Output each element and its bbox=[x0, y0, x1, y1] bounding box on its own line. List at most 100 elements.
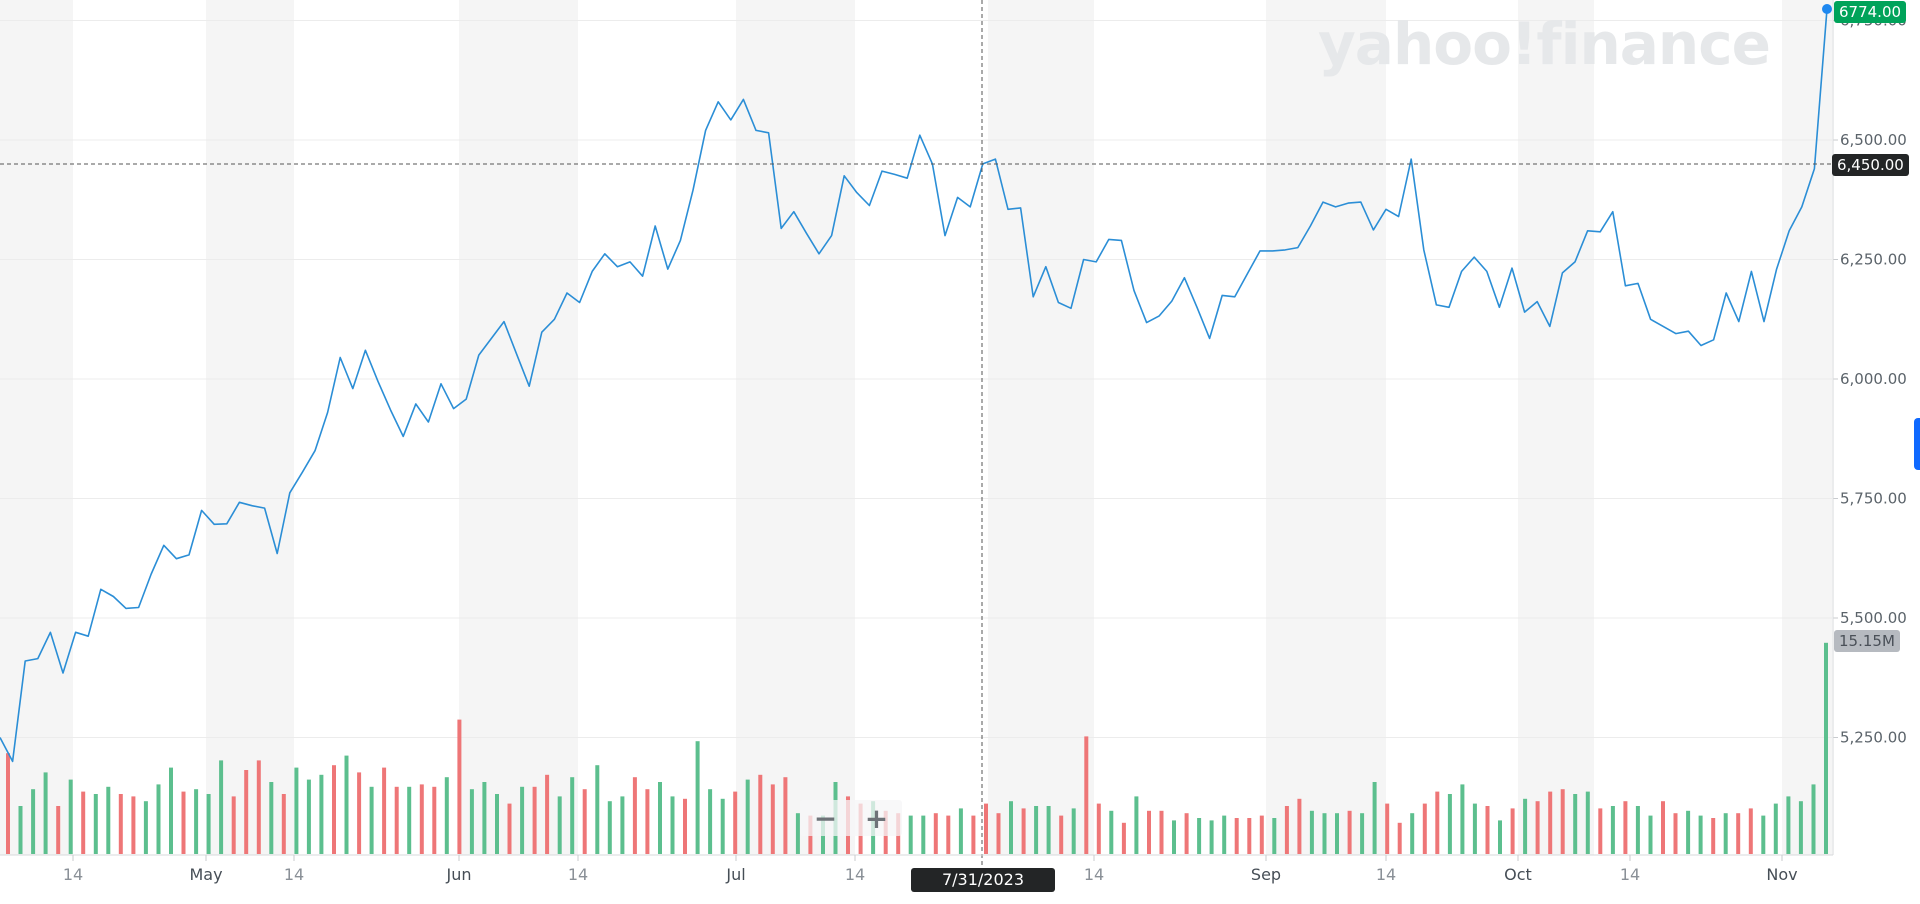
volume-bar bbox=[1523, 798, 1528, 854]
x-tick-label: 14 bbox=[845, 865, 865, 884]
volume-bar bbox=[1247, 818, 1252, 854]
x-tick-label: Sep bbox=[1251, 865, 1281, 884]
side-panel-tab[interactable] bbox=[1914, 418, 1920, 470]
volume-bar bbox=[1711, 818, 1716, 854]
volume-bar bbox=[181, 791, 186, 854]
volume-bar bbox=[984, 803, 988, 854]
volume-bar bbox=[1598, 808, 1603, 854]
y-tick-label: 6,500.00 bbox=[1840, 131, 1907, 149]
volume-bar bbox=[344, 755, 349, 854]
volume-bar bbox=[733, 791, 738, 854]
volume-bar bbox=[169, 767, 173, 854]
volume-bar bbox=[1159, 810, 1164, 854]
volume-bar bbox=[131, 796, 136, 854]
volume-bar bbox=[632, 777, 637, 854]
volume-bar bbox=[1661, 801, 1665, 854]
volume-bar bbox=[1046, 806, 1051, 854]
volume-bar bbox=[1610, 806, 1615, 854]
volume-bar bbox=[645, 789, 650, 854]
volume-bar bbox=[81, 791, 86, 854]
volume-bar bbox=[1172, 820, 1176, 854]
volume-bar bbox=[996, 813, 1001, 854]
volume-bar bbox=[570, 777, 575, 854]
volume-bar bbox=[357, 772, 362, 854]
x-tick-label: 14 bbox=[1620, 865, 1640, 884]
volume-bar bbox=[31, 789, 36, 854]
volume-bar bbox=[68, 779, 73, 854]
volume-bar bbox=[1460, 784, 1465, 854]
volume-bar bbox=[319, 774, 324, 854]
volume-bar bbox=[469, 789, 474, 854]
volume-bar bbox=[1510, 808, 1515, 854]
volume-bar bbox=[269, 782, 274, 854]
volume-bar bbox=[607, 801, 612, 854]
volume-bar bbox=[1147, 810, 1151, 854]
volume-bar bbox=[783, 777, 788, 854]
volume-bar bbox=[745, 779, 750, 854]
volume-bar bbox=[1059, 815, 1064, 854]
volume-bar bbox=[419, 784, 424, 854]
volume-bar bbox=[382, 767, 387, 854]
volume-bar bbox=[432, 786, 437, 854]
volume-bar bbox=[369, 786, 374, 854]
volume-bar bbox=[444, 777, 449, 854]
y-tick-label: 6,000.00 bbox=[1840, 370, 1907, 388]
y-tick-label: 5,250.00 bbox=[1840, 729, 1907, 747]
volume-bar bbox=[1297, 798, 1302, 854]
volume-bar bbox=[507, 803, 512, 854]
volume-bar bbox=[1686, 810, 1691, 854]
volume-bar bbox=[1084, 736, 1089, 854]
x-tick-label: 14 bbox=[568, 865, 588, 884]
volume-bar bbox=[1259, 815, 1264, 854]
volume-bar bbox=[1435, 791, 1440, 854]
zoom-out-button[interactable]: − bbox=[813, 801, 838, 835]
volume-bar bbox=[1134, 796, 1139, 854]
period-band bbox=[1782, 0, 1832, 855]
x-tick-label: Jun bbox=[446, 865, 472, 884]
volume-bar bbox=[244, 770, 249, 854]
volume-bar bbox=[720, 798, 725, 854]
volume-bar bbox=[770, 784, 775, 854]
volume-bar bbox=[1234, 818, 1239, 854]
zoom-in-button[interactable]: + bbox=[864, 801, 889, 835]
volume-bar bbox=[620, 796, 625, 854]
period-band bbox=[988, 0, 1094, 855]
volume-bar bbox=[1372, 782, 1377, 854]
y-tick-label: 5,500.00 bbox=[1840, 609, 1907, 627]
period-band bbox=[0, 0, 73, 855]
x-tick-label: 14 bbox=[284, 865, 304, 884]
volume-bar bbox=[582, 789, 587, 854]
volume-bar bbox=[231, 796, 236, 854]
volume-bar bbox=[1736, 813, 1741, 854]
x-tick-label: 14 bbox=[1084, 865, 1104, 884]
volume-bar bbox=[1786, 796, 1791, 854]
period-band bbox=[206, 0, 294, 855]
volume-bar bbox=[695, 741, 700, 854]
volume-bar bbox=[106, 786, 111, 854]
zoom-controls: − + bbox=[800, 800, 902, 836]
volume-bar bbox=[1560, 789, 1565, 854]
volume-bar bbox=[658, 782, 662, 854]
x-tick-label: 14 bbox=[1376, 865, 1396, 884]
volume-bar bbox=[595, 765, 600, 854]
volume-bar bbox=[532, 786, 537, 854]
volume-bar bbox=[1197, 818, 1202, 854]
volume-bar bbox=[908, 815, 913, 854]
last-price-tag: 6774.00 bbox=[1834, 1, 1907, 23]
period-band bbox=[736, 0, 855, 855]
volume-bar bbox=[194, 789, 199, 854]
volume-bar bbox=[1385, 803, 1390, 854]
volume-bar bbox=[1071, 808, 1076, 854]
volume-bar bbox=[1748, 808, 1753, 854]
x-tick-label: Nov bbox=[1766, 865, 1797, 884]
volume-bar bbox=[1623, 801, 1628, 854]
volume-bar bbox=[1811, 784, 1816, 854]
volume-bar bbox=[1121, 822, 1126, 854]
volume-bar bbox=[557, 796, 562, 854]
volume-bar bbox=[971, 815, 976, 854]
volume-bar bbox=[407, 786, 412, 854]
volume-bar bbox=[1761, 815, 1766, 854]
volume-bar bbox=[1109, 810, 1114, 854]
crosshair-price-tag: 6,450.00 bbox=[1832, 154, 1909, 176]
